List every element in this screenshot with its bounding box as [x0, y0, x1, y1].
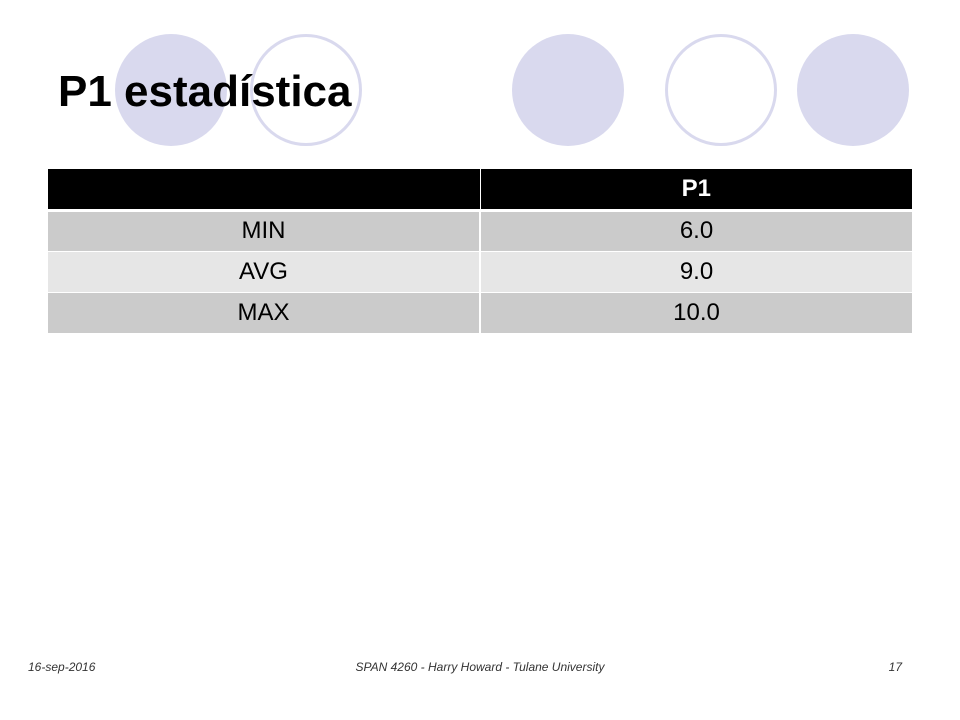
decorative-circle-ring-2 [665, 34, 777, 146]
decorative-circle-ring-1 [250, 34, 362, 146]
table-row-max: MAX 10.0 [48, 292, 912, 334]
statistics-table: P1 MIN 6.0 AVG 9.0 MAX 10.0 [48, 169, 912, 334]
footer-page-number: 17 [888, 660, 902, 674]
row-label-avg: AVG [48, 251, 481, 293]
row-label-max: MAX [48, 292, 481, 334]
table-row-min: MIN 6.0 [48, 210, 912, 252]
slide-title: P1 estadística [58, 67, 352, 116]
row-value-min: 6.0 [480, 210, 912, 252]
table-header-label-column [48, 169, 481, 212]
decorative-circle-filled-2 [512, 34, 624, 146]
footer-course-info: SPAN 4260 - Harry Howard - Tulane Univer… [355, 660, 605, 674]
table-header-p1: P1 [480, 169, 912, 212]
footer-date: 16-sep-2016 [28, 660, 96, 674]
decorative-circle-filled-3 [797, 34, 909, 146]
table-row-avg: AVG 9.0 [48, 251, 912, 293]
table-header-row: P1 [48, 169, 912, 212]
decorative-circle-filled-1 [115, 34, 227, 146]
row-label-min: MIN [48, 210, 481, 252]
row-value-max: 10.0 [480, 292, 912, 334]
row-value-avg: 9.0 [480, 251, 912, 293]
